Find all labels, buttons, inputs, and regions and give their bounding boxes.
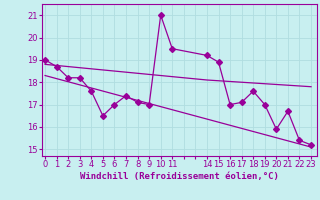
X-axis label: Windchill (Refroidissement éolien,°C): Windchill (Refroidissement éolien,°C) xyxy=(80,172,279,181)
